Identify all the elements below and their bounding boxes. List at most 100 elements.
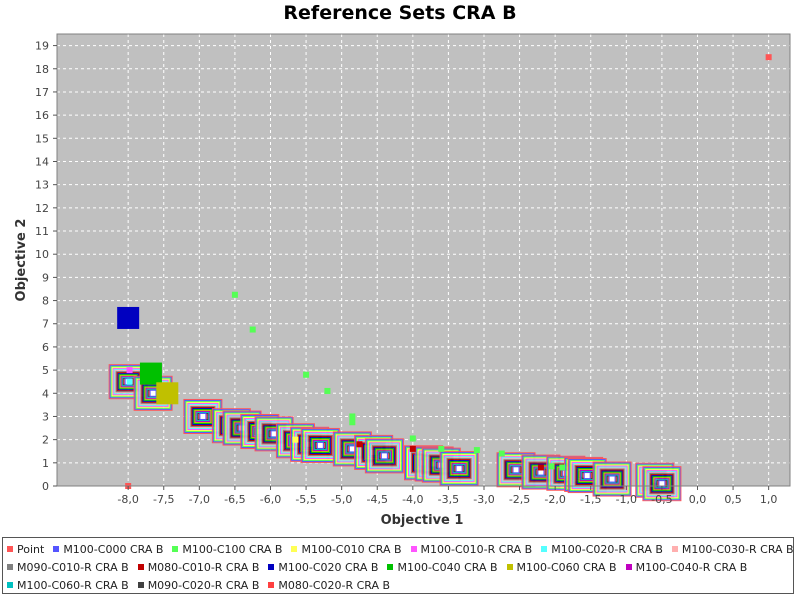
x-tick-label: -8,0 bbox=[117, 493, 138, 506]
data-point bbox=[303, 371, 310, 378]
x-tick-label: 0,0 bbox=[689, 493, 707, 506]
data-point bbox=[139, 362, 162, 385]
y-tick-label: 6 bbox=[42, 341, 49, 354]
x-tick-label: -4,5 bbox=[367, 493, 388, 506]
legend-row: M100-C060-R CRA B M090-C020-R CRA B M080-C… bbox=[7, 576, 789, 594]
y-tick-label: 0 bbox=[42, 480, 49, 493]
reference-box bbox=[592, 461, 632, 497]
x-tick-label: -1,5 bbox=[580, 493, 601, 506]
legend-swatch bbox=[268, 582, 275, 588]
data-point bbox=[498, 450, 505, 457]
y-tick-label: 18 bbox=[35, 63, 49, 76]
data-point bbox=[156, 382, 179, 405]
legend-item: M090-C020-R CRA B bbox=[137, 578, 260, 592]
legend-swatch bbox=[172, 546, 179, 552]
legend-item: M100-C000 CRA B bbox=[53, 543, 163, 556]
legend-swatch bbox=[291, 546, 298, 552]
legend-row: M090-C010-R CRA B M080-C010-R CRA B M100-C… bbox=[7, 558, 789, 576]
data-point bbox=[249, 326, 256, 333]
legend-row: Point M100-C000 CRA B M100-C100 CRA B M100-… bbox=[7, 540, 794, 558]
y-tick-label: 11 bbox=[35, 225, 49, 238]
legend-label: M100-C060-R CRA B bbox=[17, 578, 129, 592]
legend-item: M100-C020 CRA B bbox=[268, 561, 378, 574]
legend-swatch bbox=[7, 546, 13, 552]
legend-label: M100-C010 CRA B bbox=[301, 542, 402, 556]
x-tick-label: -5,0 bbox=[331, 493, 352, 506]
y-tick-label: 5 bbox=[42, 364, 49, 377]
legend-label: M080-C010-R CRA B bbox=[147, 560, 260, 574]
legend-swatch bbox=[410, 546, 417, 552]
x-axis-ticks: -8,0 -7,5 -7,0 -6,5 -6,0 -5,5 -5,0 -4,5 -4,0 -3,5… bbox=[117, 486, 777, 506]
legend-label: M090-C010-R CRA B bbox=[17, 560, 129, 574]
legend-swatch bbox=[268, 564, 275, 570]
y-tick-label: 17 bbox=[35, 86, 49, 99]
legend-label: M090-C020-R CRA B bbox=[147, 578, 260, 592]
y-tick-label: 9 bbox=[42, 271, 49, 284]
data-point bbox=[349, 413, 356, 420]
legend-label: M100-C030-R CRA B bbox=[681, 542, 794, 556]
legend-swatch bbox=[53, 546, 60, 552]
x-tick-label: -3,5 bbox=[438, 493, 459, 506]
data-point bbox=[126, 378, 133, 385]
legend-swatch bbox=[7, 564, 13, 570]
plot-border bbox=[56, 33, 791, 487]
legend-item: M100-C010-R CRA B bbox=[410, 542, 533, 556]
x-tick-label: -5,5 bbox=[295, 493, 316, 506]
y-tick-label: 14 bbox=[35, 155, 49, 168]
legend-label: M100-C020-R CRA B bbox=[551, 542, 663, 556]
reference-box bbox=[364, 438, 404, 474]
legend-label: M100-C020 CRA B bbox=[278, 560, 379, 574]
legend-swatch bbox=[137, 582, 144, 588]
x-tick-label: -7,0 bbox=[189, 493, 210, 506]
legend-swatch bbox=[7, 582, 13, 588]
reference-set-boxes bbox=[108, 364, 682, 502]
legend: Point M100-C000 CRA B M100-C100 CRA B M100-… bbox=[2, 537, 794, 594]
y-tick-label: 19 bbox=[35, 40, 49, 53]
x-tick-label: -4,0 bbox=[402, 493, 423, 506]
x-tick-label: 1,0 bbox=[760, 493, 778, 506]
data-point bbox=[438, 445, 445, 452]
reference-box bbox=[439, 451, 479, 487]
legend-swatch bbox=[541, 546, 548, 552]
legend-item: Point bbox=[7, 543, 44, 556]
data-point bbox=[292, 436, 299, 443]
legend-label: M100-C060 CRA B bbox=[516, 560, 617, 574]
y-tick-label: 1 bbox=[42, 457, 49, 470]
data-point bbox=[409, 435, 416, 442]
y-tick-label: 13 bbox=[35, 179, 49, 192]
data-point bbox=[537, 464, 544, 471]
x-tick-label: -2,5 bbox=[509, 493, 530, 506]
legend-label: M080-C020-R CRA B bbox=[278, 578, 391, 592]
legend-item: M080-C020-R CRA B bbox=[268, 579, 390, 592]
x-tick-label: -6,5 bbox=[224, 493, 245, 506]
data-point bbox=[473, 447, 480, 454]
legend-item: M100-C040-R CRA B bbox=[625, 560, 748, 574]
legend-item: M090-C010-R CRA B bbox=[7, 561, 129, 574]
legend-item: M080-C010-R CRA B bbox=[137, 560, 260, 574]
legend-label: M100-C100 CRA B bbox=[182, 542, 283, 556]
legend-item: M100-C040 CRA B bbox=[387, 561, 498, 574]
y-tick-label: 2 bbox=[42, 434, 49, 447]
x-tick-label: -7,5 bbox=[153, 493, 174, 506]
y-tick-label: 12 bbox=[35, 202, 49, 215]
legend-swatch bbox=[137, 564, 144, 570]
legend-swatch bbox=[506, 564, 513, 570]
legend-item: M100-C060 CRA B bbox=[506, 560, 617, 574]
data-point bbox=[559, 464, 566, 471]
legend-swatch bbox=[625, 564, 632, 570]
x-tick-label: -3,0 bbox=[473, 493, 494, 506]
legend-swatch bbox=[387, 564, 394, 570]
plot-area bbox=[57, 34, 790, 486]
y-tick-label: 10 bbox=[35, 248, 49, 261]
y-tick-label: 16 bbox=[35, 109, 49, 122]
legend-label: M100-C000 CRA B bbox=[63, 542, 164, 556]
legend-label: M100-C040-R CRA B bbox=[635, 560, 748, 574]
x-axis-label: Objective 1 bbox=[381, 513, 464, 528]
legend-swatch bbox=[671, 546, 678, 552]
legend-label: M100-C010-R CRA B bbox=[420, 542, 533, 556]
x-tick-label: -0,5 bbox=[651, 493, 672, 506]
data-point bbox=[765, 54, 772, 61]
y-tick-label: 3 bbox=[42, 410, 49, 423]
y-tick-label: 4 bbox=[42, 387, 49, 400]
